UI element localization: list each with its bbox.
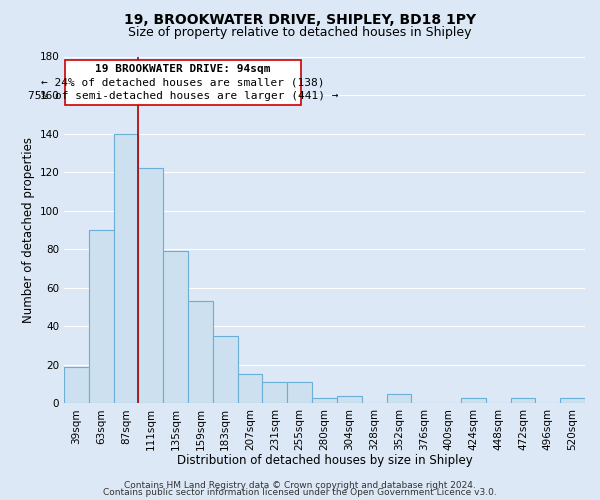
Text: ← 24% of detached houses are smaller (138): ← 24% of detached houses are smaller (13… xyxy=(41,78,325,88)
Bar xyxy=(188,301,213,404)
Bar xyxy=(163,251,188,404)
Bar xyxy=(64,366,89,404)
Bar xyxy=(262,382,287,404)
Bar xyxy=(461,398,486,404)
X-axis label: Distribution of detached houses by size in Shipley: Distribution of detached houses by size … xyxy=(176,454,472,468)
Y-axis label: Number of detached properties: Number of detached properties xyxy=(22,137,35,323)
Text: Size of property relative to detached houses in Shipley: Size of property relative to detached ho… xyxy=(128,26,472,39)
Bar xyxy=(337,396,362,404)
Bar xyxy=(386,394,412,404)
Bar xyxy=(560,398,585,404)
Text: Contains public sector information licensed under the Open Government Licence v3: Contains public sector information licen… xyxy=(103,488,497,497)
Text: 19, BROOKWATER DRIVE, SHIPLEY, BD18 1PY: 19, BROOKWATER DRIVE, SHIPLEY, BD18 1PY xyxy=(124,12,476,26)
Text: 75% of semi-detached houses are larger (441) →: 75% of semi-detached houses are larger (… xyxy=(28,91,338,101)
Text: Contains HM Land Registry data © Crown copyright and database right 2024.: Contains HM Land Registry data © Crown c… xyxy=(124,481,476,490)
Bar xyxy=(65,60,301,104)
Bar xyxy=(287,382,312,404)
Bar xyxy=(238,374,262,404)
Bar xyxy=(89,230,113,404)
Bar xyxy=(139,168,163,404)
Bar xyxy=(312,398,337,404)
Bar xyxy=(511,398,535,404)
Text: 19 BROOKWATER DRIVE: 94sqm: 19 BROOKWATER DRIVE: 94sqm xyxy=(95,64,271,74)
Bar xyxy=(113,134,139,404)
Bar xyxy=(213,336,238,404)
